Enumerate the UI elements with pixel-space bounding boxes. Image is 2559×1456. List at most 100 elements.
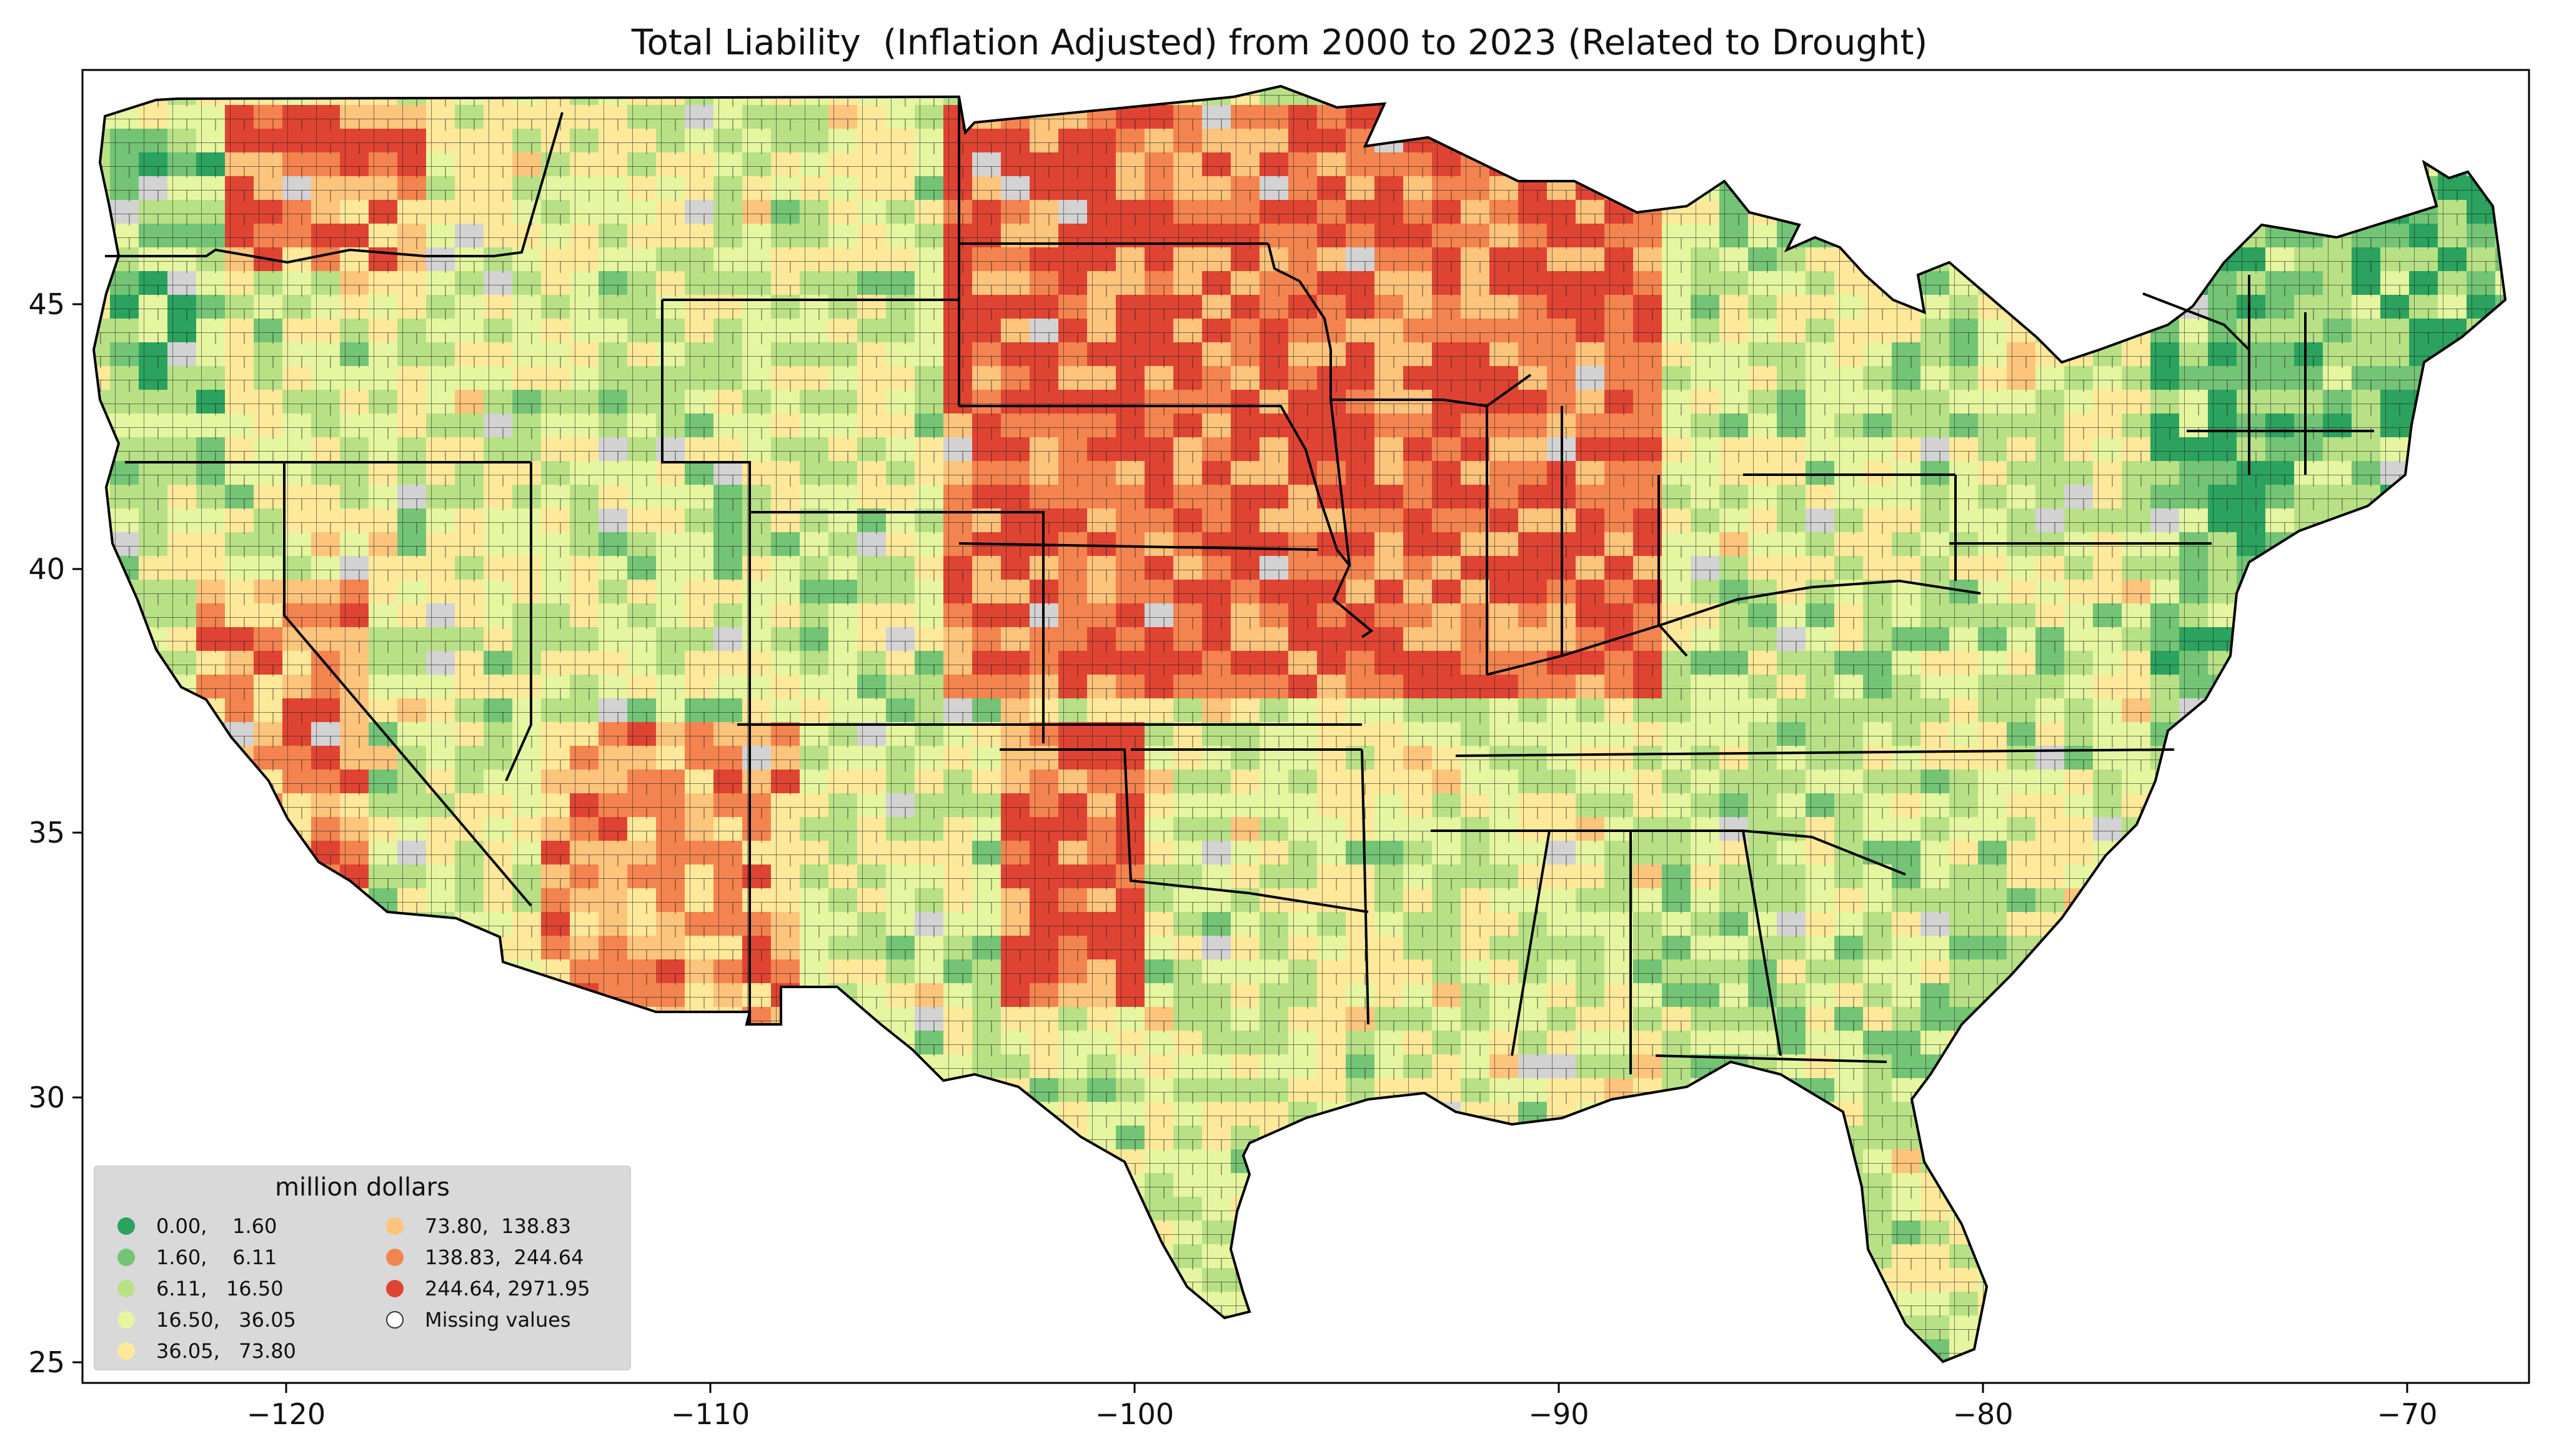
- x-tick-label: −120: [247, 1397, 325, 1431]
- county-cell: [1748, 1126, 1777, 1149]
- county-cell: [685, 1315, 713, 1339]
- county-cell: [1432, 1221, 1461, 1244]
- county-cell: [1691, 86, 1719, 105]
- county-cell: [1317, 1221, 1346, 1244]
- county-cell: [828, 1031, 857, 1054]
- county-cell: [2265, 1268, 2294, 1292]
- county-cell: [1260, 1149, 1288, 1173]
- county-cell: [541, 983, 570, 1007]
- county-cell: [1547, 1339, 1576, 1362]
- county-cell: [2007, 1173, 2035, 1197]
- county-cell: [1317, 1268, 1346, 1292]
- county-cell: [2064, 152, 2093, 176]
- county-cell: [2352, 746, 2380, 770]
- y-tick-label: 30: [28, 1081, 65, 1114]
- county-cell: [1432, 1126, 1461, 1149]
- county-cell: [828, 1078, 857, 1102]
- county-cell: [1374, 1197, 1403, 1221]
- county-cell: [1374, 1173, 1403, 1197]
- county-cell: [2380, 556, 2409, 580]
- county-cell: [94, 508, 110, 532]
- county-cell: [857, 1387, 886, 1410]
- county-cell: [2093, 1387, 2122, 1410]
- county-cell: [340, 936, 369, 959]
- county-cell: [2438, 1031, 2467, 1054]
- county-cell: [2467, 1244, 2495, 1268]
- county-cell: [2438, 841, 2467, 864]
- county-cell: [2064, 1149, 2093, 1173]
- county-cell: [800, 1339, 828, 1362]
- county-cell: [1892, 1387, 1920, 1410]
- county-cell: [94, 1102, 110, 1126]
- county-cell: [2438, 86, 2467, 105]
- county-cell: [1518, 1339, 1547, 1362]
- county-cell: [139, 1387, 167, 1410]
- county-cell: [2380, 746, 2409, 770]
- county-cell: [196, 1102, 225, 1126]
- county-cell: [2409, 1031, 2438, 1054]
- legend-swatch: [386, 1280, 404, 1297]
- county-cell: [541, 1007, 570, 1031]
- county-cell: [2352, 1197, 2380, 1221]
- county-cell: [2352, 603, 2380, 627]
- county-cell: [800, 1221, 828, 1244]
- county-cell: [1633, 105, 1662, 129]
- county-cell: [2007, 983, 2035, 1007]
- county-cell: [742, 1197, 771, 1221]
- county-cell: [2093, 105, 2122, 129]
- county-cell: [2495, 414, 2505, 437]
- county-cell: [627, 1268, 656, 1292]
- county-cell: [2467, 864, 2495, 888]
- county-cell: [1949, 1102, 1978, 1126]
- county-cell: [1892, 200, 1920, 224]
- county-cell: [2237, 793, 2265, 817]
- county-cell: [2467, 1197, 2495, 1221]
- county-cell: [1202, 1315, 1231, 1339]
- county-cell: [2265, 746, 2294, 770]
- county-cell: [1834, 224, 1863, 247]
- county-cell: [2150, 1149, 2179, 1173]
- county-cell: [110, 1387, 139, 1410]
- county-cell: [1863, 105, 1892, 129]
- county-cell: [2495, 129, 2505, 152]
- county-cell: [1030, 1126, 1058, 1149]
- county-cell: [2467, 1054, 2495, 1078]
- county-cell: [2438, 675, 2467, 698]
- county-cell: [1317, 1197, 1346, 1221]
- county-cell: [1633, 1197, 1662, 1221]
- county-cell: [2179, 247, 2208, 271]
- county-cell: [2150, 1126, 2179, 1149]
- county-cell: [1662, 1339, 1691, 1362]
- county-cell: [2352, 1268, 2380, 1292]
- county-cell: [1662, 1197, 1691, 1221]
- legend-label: 16.50, 36.05: [156, 1308, 296, 1332]
- county-cell: [1374, 1126, 1403, 1149]
- county-cell: [2093, 959, 2122, 983]
- county-cell: [828, 1292, 857, 1315]
- y-tick-label: 35: [28, 816, 65, 849]
- county-cell: [340, 1054, 369, 1078]
- county-cell: [139, 1102, 167, 1126]
- county-cell: [1145, 1268, 1173, 1292]
- county-cell: [685, 1102, 713, 1126]
- county-cell: [1978, 1244, 2007, 1268]
- county-cell: [771, 1031, 800, 1054]
- county-cell: [2237, 746, 2265, 770]
- county-cell: [167, 1007, 196, 1031]
- county-cell: [2122, 888, 2150, 912]
- county-cell: [1662, 1221, 1691, 1244]
- county-cell: [282, 1031, 311, 1054]
- county-cell: [1834, 1315, 1863, 1339]
- county-cell: [800, 1197, 828, 1221]
- county-cell: [1489, 1292, 1518, 1315]
- county-cell: [2150, 817, 2179, 841]
- county-cell: [426, 1078, 455, 1102]
- county-cell: [1777, 1126, 1806, 1149]
- county-cell: [541, 1078, 570, 1102]
- county-cell: [1087, 1292, 1116, 1315]
- county-cell: [426, 1007, 455, 1031]
- county-cell: [1633, 129, 1662, 152]
- county-cell: [2323, 1078, 2352, 1102]
- county-cell: [94, 414, 110, 437]
- county-cell: [886, 1149, 915, 1173]
